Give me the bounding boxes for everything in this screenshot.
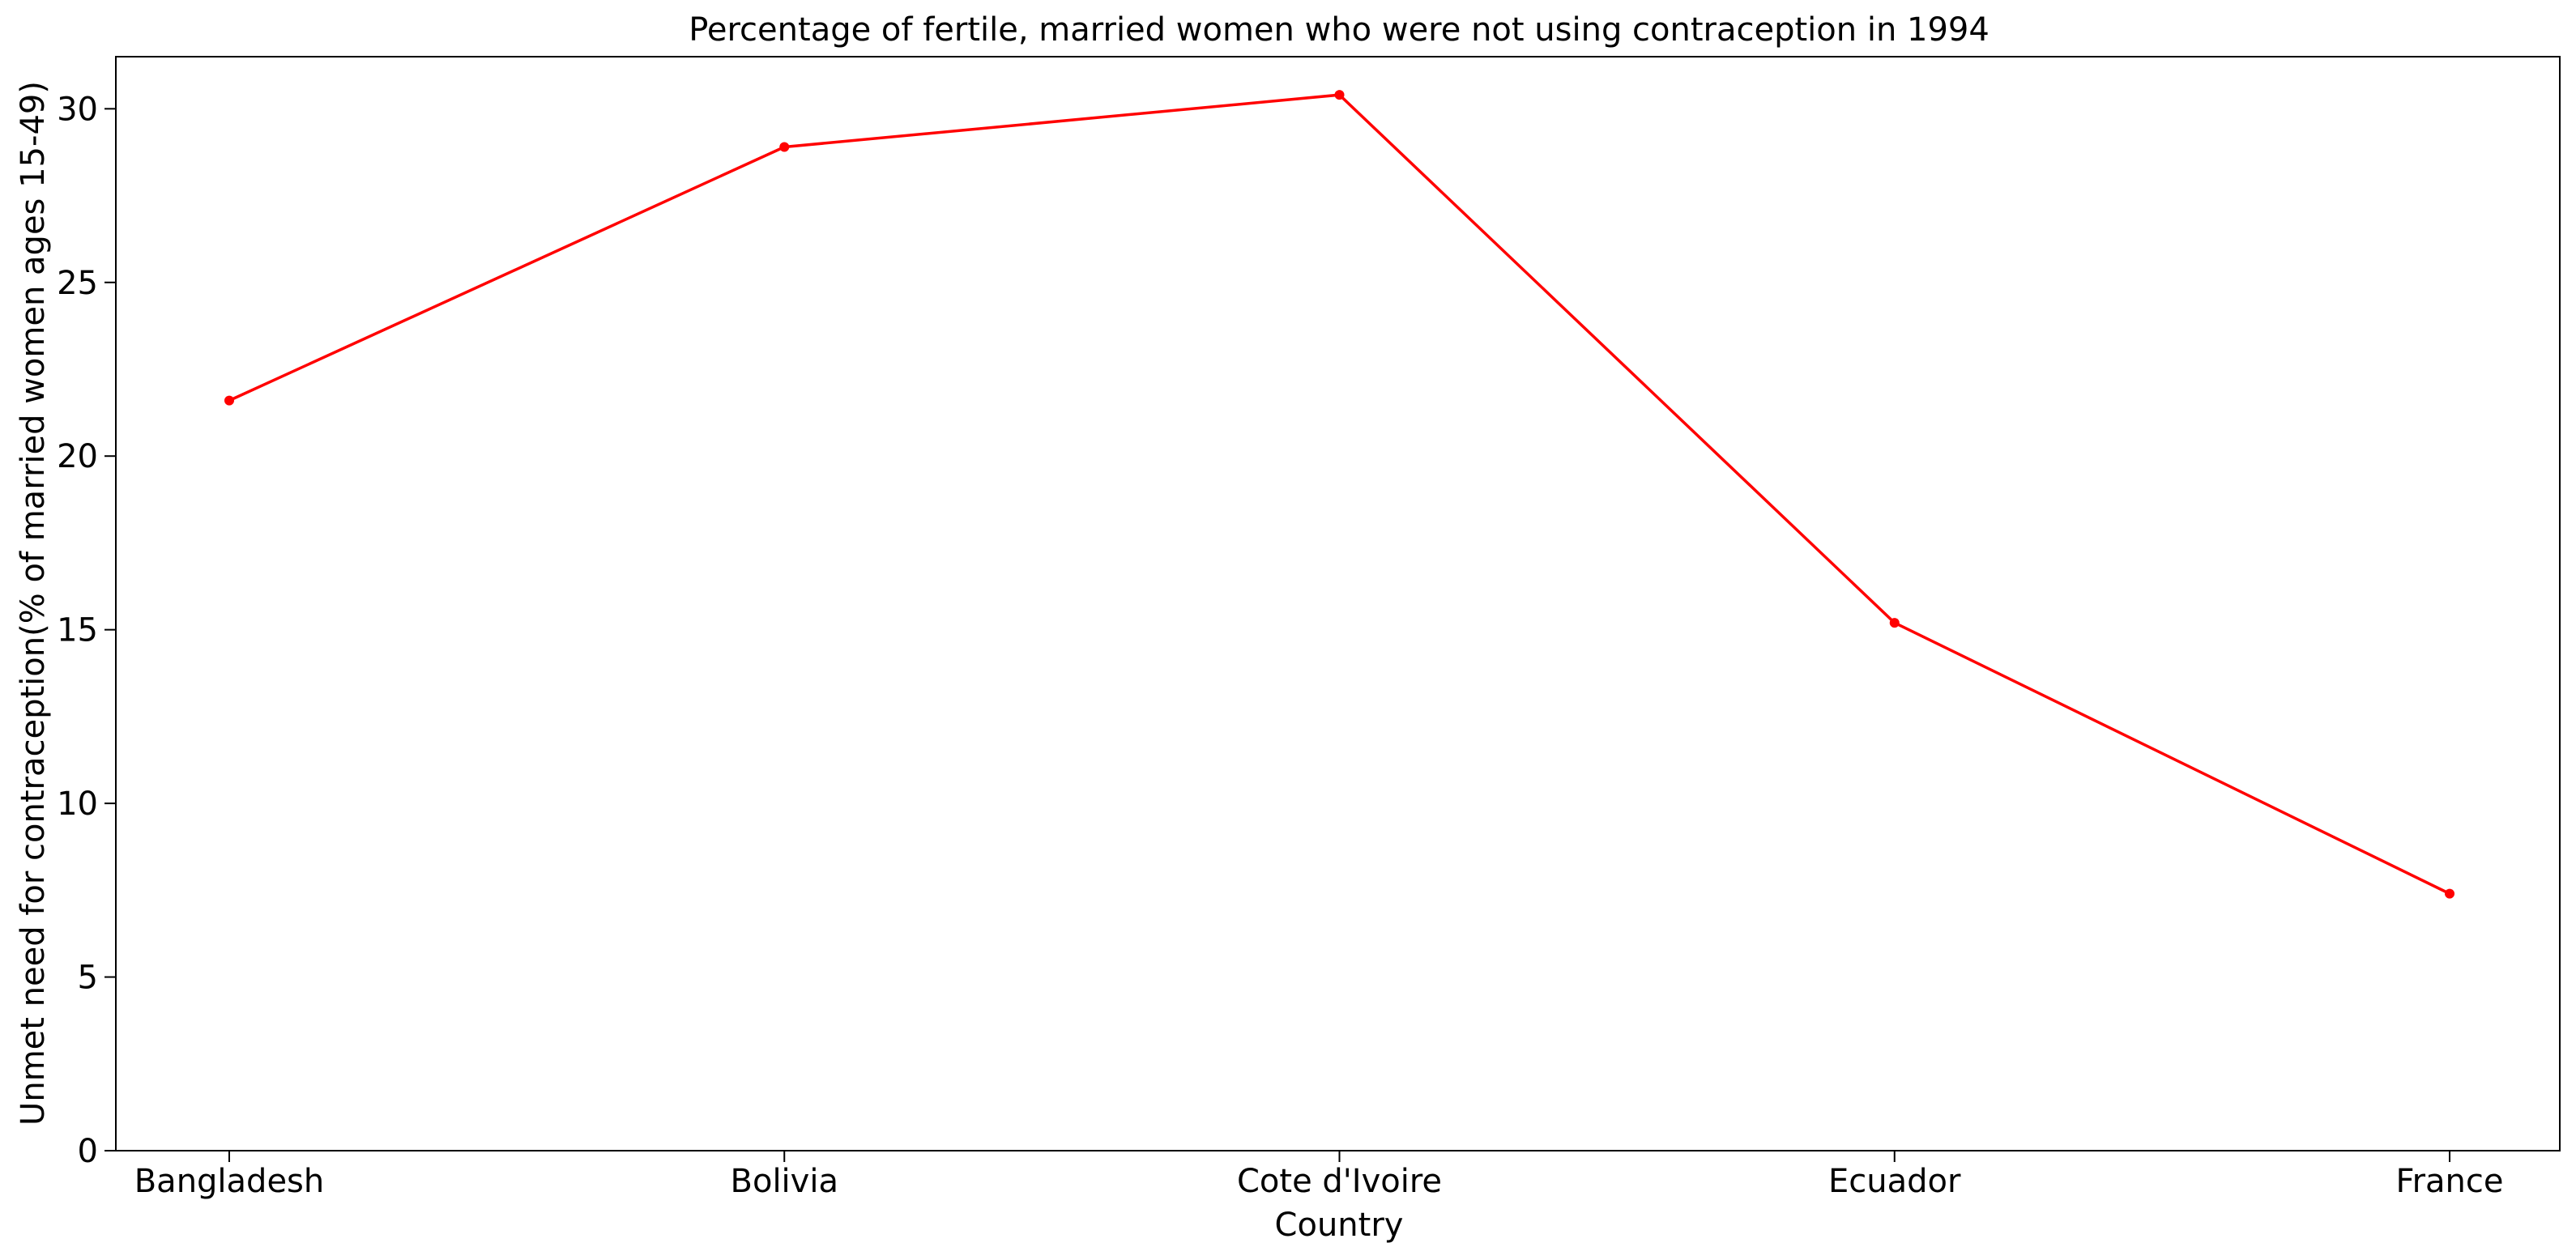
chart-title: Percentage of fertile, married women who… [689,11,1990,49]
y-tick-label: 5 [78,960,98,997]
y-tick-label: 10 [57,785,98,823]
y-axis-ticks: 0 5 10 15 20 25 30 [57,91,116,1170]
data-point-bangladesh [224,395,234,406]
y-axis-label: Unmet need for contraception(% of marrie… [15,81,52,1126]
x-axis-label: Country [1275,1207,1404,1244]
y-tick-label: 15 [57,612,98,649]
y-tick-label: 30 [57,91,98,128]
x-tick-label: Cote d'Ivoire [1237,1163,1442,1200]
x-tick-label: Ecuador [1828,1163,1961,1200]
plot-frame [115,56,2561,1151]
x-axis-ticks: Bangladesh Bolivia Cote d'Ivoire Ecuador Fra… [134,1151,2504,1200]
x-tick-label: Bangladesh [134,1163,325,1200]
series-layer [224,90,2454,899]
data-point-bolivia [779,142,790,152]
y-tick-label: 20 [57,438,98,475]
y-tick-label: 0 [78,1133,98,1170]
x-tick-label: Bolivia [731,1163,838,1200]
data-point-cote-d-ivoire [1334,90,1345,100]
y-tick-label: 25 [57,265,98,302]
x-tick-label: France [2395,1163,2503,1200]
data-point-ecuador [1889,618,1900,628]
data-point-france [2445,888,2454,899]
